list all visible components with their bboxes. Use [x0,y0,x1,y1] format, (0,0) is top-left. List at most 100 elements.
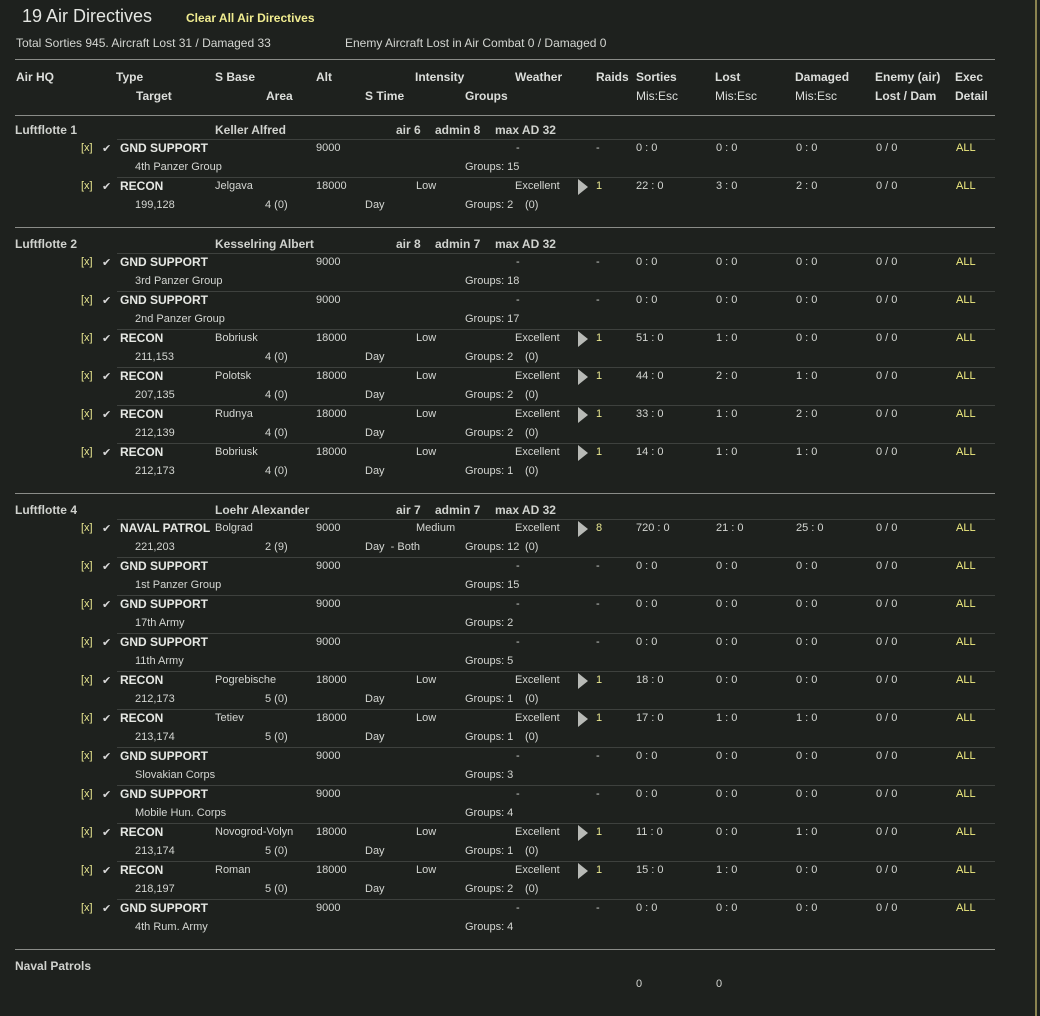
directive-row[interactable]: [x] ✔ GND SUPPORT 9000 - - 0 : 0 0 : 0 0 : 0 0 / … [0,139,1000,177]
exec-detail-all-link[interactable]: ALL [956,256,976,268]
play-triangle-icon[interactable] [578,673,588,689]
check-icon[interactable]: ✔ [102,561,112,573]
remove-directive-button[interactable]: [x] [81,180,93,192]
remove-directive-button[interactable]: [x] [81,598,93,610]
check-icon[interactable]: ✔ [102,295,112,307]
remove-directive-button[interactable]: [x] [81,522,93,534]
directive-row[interactable]: [x] ✔ RECON Tetiev 18000 Low Excellent 1 17 : 0 1… [0,709,1000,747]
directive-row[interactable]: [x] ✔ GND SUPPORT 9000 - - 0 : 0 0 : 0 0 : 0 0 / … [0,785,1000,823]
groups-reserve: (0) [525,845,539,857]
remove-directive-button[interactable]: [x] [81,636,93,648]
directive-row[interactable]: [x] ✔ RECON Roman 18000 Low Excellent 1 15 : 0 1 … [0,861,1000,899]
remove-directive-button[interactable]: [x] [81,446,93,458]
remove-directive-button[interactable]: [x] [81,864,93,876]
exec-detail-all-link[interactable]: ALL [956,522,976,534]
exec-detail-all-link[interactable]: ALL [956,560,976,572]
remove-directive-button[interactable]: [x] [81,750,93,762]
exec-detail-all-link[interactable]: ALL [956,598,976,610]
directive-row[interactable]: [x] ✔ RECON Jelgava 18000 Low Excellent 1 22 : 0… [0,177,1000,215]
exec-detail-all-link[interactable]: ALL [956,370,976,382]
check-icon[interactable]: ✔ [102,713,112,725]
exec-detail-all-link[interactable]: ALL [956,408,976,420]
directive-row[interactable]: [x] ✔ GND SUPPORT 9000 - - 0 : 0 0 : 0 0 : 0 0 / … [0,253,1000,291]
remove-directive-button[interactable]: [x] [81,712,93,724]
play-triangle-icon[interactable] [578,521,588,537]
exec-detail-all-link[interactable]: ALL [956,826,976,838]
check-icon[interactable]: ✔ [102,789,112,801]
col-alt: Alt [316,70,332,84]
check-icon[interactable]: ✔ [102,523,112,535]
play-triangle-icon[interactable] [578,445,588,461]
exec-detail-all-link[interactable]: ALL [956,674,976,686]
directive-row[interactable]: [x] ✔ RECON Novogrod-Volyn 18000 Low Excellent… [0,823,1000,861]
check-icon[interactable]: ✔ [102,371,112,383]
exec-detail-all-link[interactable]: ALL [956,712,976,724]
exec-detail-all-link[interactable]: ALL [956,332,976,344]
remove-directive-button[interactable]: [x] [81,142,93,154]
play-triangle-icon[interactable] [578,407,588,423]
remove-directive-button[interactable]: [x] [81,788,93,800]
check-icon[interactable]: ✔ [102,903,112,915]
remove-directive-button[interactable]: [x] [81,826,93,838]
play-triangle-icon[interactable] [578,863,588,879]
play-triangle-icon[interactable] [578,711,588,727]
exec-detail-all-link[interactable]: ALL [956,788,976,800]
remove-directive-button[interactable]: [x] [81,294,93,306]
play-triangle-icon[interactable] [578,179,588,195]
clear-all-button[interactable]: Clear All Air Directives [186,11,315,25]
exec-detail-all-link[interactable]: ALL [956,294,976,306]
directive-row[interactable]: [x] ✔ GND SUPPORT 9000 - - 0 : 0 0 : 0 0 : 0 0 / … [0,291,1000,329]
directive-row[interactable]: [x] ✔ GND SUPPORT 9000 - - 0 : 0 0 : 0 0 : 0 0 / … [0,633,1000,671]
check-icon[interactable]: ✔ [102,409,112,421]
commander-name: Loehr Alexander [215,503,310,517]
remove-directive-button[interactable]: [x] [81,560,93,572]
weather: - [516,560,520,572]
exec-detail-all-link[interactable]: ALL [956,750,976,762]
remove-directive-button[interactable]: [x] [81,370,93,382]
directive-row[interactable]: [x] ✔ RECON Polotsk 18000 Low Excellent 1 44 : 0… [0,367,1000,405]
exec-detail-all-link[interactable]: ALL [956,902,976,914]
directive-row[interactable]: [x] ✔ RECON Rudnya 18000 Low Excellent 1 33 : 0 1… [0,405,1000,443]
check-icon[interactable]: ✔ [102,637,112,649]
check-icon[interactable]: ✔ [102,751,112,763]
directive-row[interactable]: [x] ✔ RECON Bobriusk 18000 Low Excellent 1 14 : … [0,443,1000,481]
check-icon[interactable]: ✔ [102,257,112,269]
exec-detail-all-link[interactable]: ALL [956,180,976,192]
directive-row[interactable]: [x] ✔ GND SUPPORT 9000 - - 0 : 0 0 : 0 0 : 0 0 / … [0,747,1000,785]
weather: - [516,142,520,154]
air-hq-header[interactable]: Luftflotte 4 Loehr Alexander air 7 admin 7 m… [0,501,1000,519]
check-icon[interactable]: ✔ [102,333,112,345]
directive-row[interactable]: [x] ✔ GND SUPPORT 9000 - - 0 : 0 0 : 0 0 : 0 0 / … [0,595,1000,633]
remove-directive-button[interactable]: [x] [81,674,93,686]
air-hq-header[interactable]: Luftflotte 2 Kesselring Albert air 8 admin … [0,235,1000,253]
enemy-lost-dam: 0 / 0 [876,560,898,572]
raids-count: - [596,560,600,572]
lost: 1 : 0 [716,446,738,458]
directive-row[interactable]: [x] ✔ GND SUPPORT 9000 - - 0 : 0 0 : 0 0 : 0 0 / … [0,899,1000,937]
remove-directive-button[interactable]: [x] [81,332,93,344]
air-hq-header[interactable]: Luftflotte 1 Keller Alfred air 6 admin 8 max… [0,121,1000,139]
check-icon[interactable]: ✔ [102,447,112,459]
remove-directive-button[interactable]: [x] [81,408,93,420]
check-icon[interactable]: ✔ [102,827,112,839]
remove-directive-button[interactable]: [x] [81,902,93,914]
directive-row[interactable]: [x] ✔ NAVAL PATROL Bolgrad 9000 Medium Excelle… [0,519,1000,557]
exec-detail-all-link[interactable]: ALL [956,864,976,876]
check-icon[interactable]: ✔ [102,143,112,155]
check-icon[interactable]: ✔ [102,599,112,611]
remove-directive-button[interactable]: [x] [81,256,93,268]
lost: 0 : 0 [716,560,738,572]
directive-row[interactable]: [x] ✔ GND SUPPORT 9000 - - 0 : 0 0 : 0 0 : 0 0 / … [0,557,1000,595]
directive-row[interactable]: [x] ✔ RECON Pogrebische 18000 Low Excellent 1 18… [0,671,1000,709]
directive-row[interactable]: [x] ✔ RECON Bobriusk 18000 Low Excellent 1 51 : … [0,329,1000,367]
exec-detail-all-link[interactable]: ALL [956,142,976,154]
check-icon[interactable]: ✔ [102,181,112,193]
play-triangle-icon[interactable] [578,369,588,385]
play-triangle-icon[interactable] [578,331,588,347]
exec-detail-all-link[interactable]: ALL [956,446,976,458]
damaged: 1 : 0 [796,712,818,724]
check-icon[interactable]: ✔ [102,675,112,687]
exec-detail-all-link[interactable]: ALL [956,636,976,648]
play-triangle-icon[interactable] [578,825,588,841]
check-icon[interactable]: ✔ [102,865,112,877]
